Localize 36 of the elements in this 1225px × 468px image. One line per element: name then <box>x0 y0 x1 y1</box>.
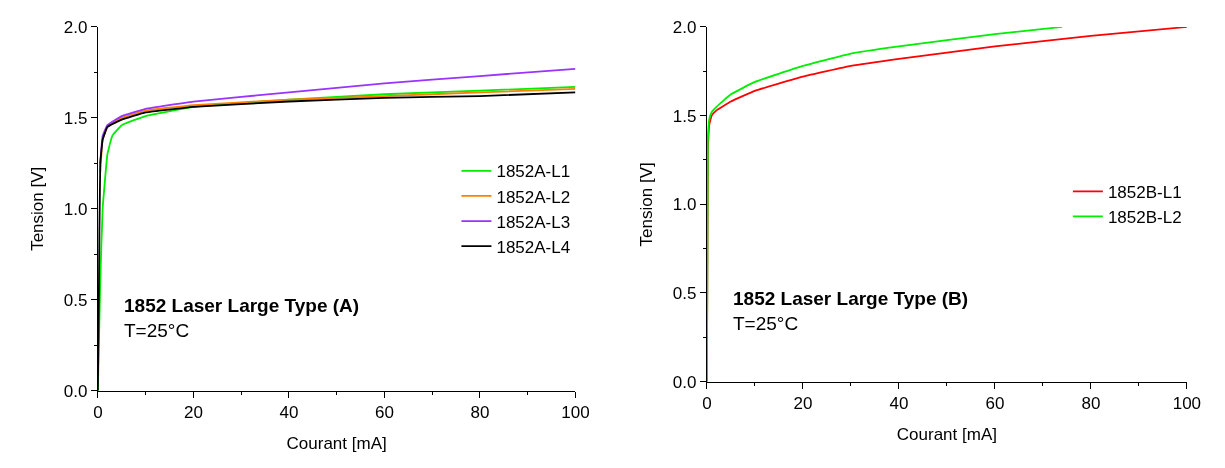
y-tick-label: 2.0 <box>672 17 697 37</box>
x-tick-label: 60 <box>374 403 394 423</box>
legend-label: 1852B-L2 <box>1107 208 1182 228</box>
text: T=25°C <box>124 320 190 341</box>
x-tick-label: 20 <box>183 403 203 423</box>
y-tick-label: 1.5 <box>63 108 88 128</box>
y-tick-label: 0.0 <box>63 381 88 401</box>
x-tick-label: 20 <box>793 394 813 414</box>
text: 1852 Laser Large Type (B) <box>733 288 969 309</box>
y-axis-title: Tension [V] <box>28 166 48 251</box>
y-tick-label: 0.5 <box>672 283 697 303</box>
legend-label: 1852A-L1 <box>496 162 571 182</box>
x-tick-label: 80 <box>1081 394 1101 414</box>
x-tick-label: 0 <box>702 394 712 414</box>
x-axis-title: Courant [mA] <box>896 424 997 444</box>
x-tick-label: 60 <box>985 394 1005 414</box>
legend-label: 1852A-L2 <box>496 187 571 207</box>
x-tick-label: 0 <box>93 403 103 423</box>
x-axis-title: Courant [mA] <box>286 433 387 453</box>
legend-label: 1852B-L1 <box>1107 182 1182 202</box>
y-tick-label: 1.5 <box>672 106 697 126</box>
legend-label: 1852A-L4 <box>496 237 571 257</box>
x-tick-label: 100 <box>561 403 590 423</box>
y-tick-label: 1.0 <box>63 199 88 219</box>
text: T=25°C <box>733 313 799 334</box>
x-tick-label: 40 <box>279 403 299 423</box>
y-tick-label: 0.0 <box>672 372 697 392</box>
legend-label: 1852A-L3 <box>496 212 571 232</box>
y-tick-label: 0.5 <box>63 290 88 310</box>
y-tick-label: 1.0 <box>672 195 697 215</box>
x-tick-label: 40 <box>889 394 909 414</box>
y-tick-label: 2.0 <box>63 17 88 37</box>
text: 1852 Laser Large Type (A) <box>124 295 360 316</box>
x-tick-label: 100 <box>1172 394 1202 414</box>
y-axis-title: Tension [V] <box>637 162 657 247</box>
x-tick-label: 80 <box>470 403 490 423</box>
